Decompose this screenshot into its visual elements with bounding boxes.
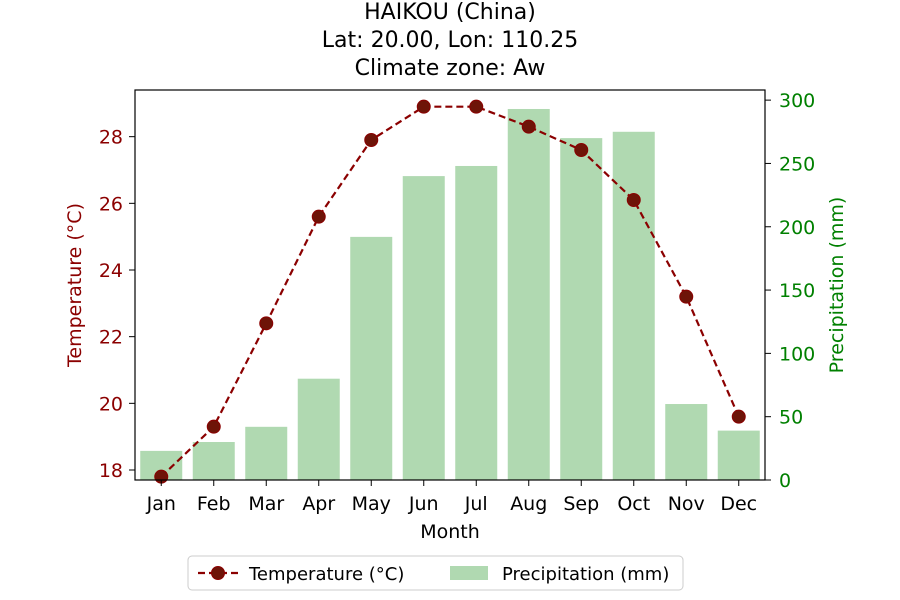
- precipitation-bar: [665, 404, 708, 480]
- x-axis-tick-label: Jan: [146, 493, 176, 515]
- x-axis-tick-label: Sep: [563, 493, 599, 515]
- precipitation-bar: [612, 131, 655, 481]
- right-axis-tick-label: 50: [779, 407, 803, 429]
- precipitation-bar: [717, 430, 760, 480]
- left-axis-tick-label: 26: [99, 193, 123, 215]
- temperature-point: [574, 143, 589, 157]
- plot-frame: [134, 89, 766, 481]
- x-axis-tick-label: Nov: [668, 493, 705, 515]
- x-axis-tick-label: Apr: [302, 493, 335, 515]
- temperature-point: [259, 316, 274, 331]
- precipitation-bar: [402, 176, 445, 481]
- temperature-point: [416, 99, 431, 114]
- x-axis-tick-label: Jun: [408, 493, 439, 515]
- right-axis-tick-label: 100: [779, 343, 815, 365]
- left-axis-tick-label: 20: [99, 393, 123, 415]
- x-axis-tick-label: May: [352, 493, 391, 515]
- temperature-point: [626, 193, 641, 207]
- x-axis-tick-label: Aug: [510, 493, 547, 515]
- right-axis-tick-label: 200: [779, 217, 815, 239]
- temperature-point: [521, 119, 536, 134]
- left-axis-tick-label: 24: [99, 260, 123, 282]
- legend-temperature-marker-swatch: [211, 566, 225, 580]
- precipitation-bar: [245, 426, 288, 480]
- temperature-line: [160, 105, 740, 478]
- x-axis-tick-label: Mar: [248, 493, 284, 515]
- left-axis-label: Temperature (°C): [64, 203, 86, 368]
- temperature-point: [679, 289, 694, 304]
- right-axis-tick-label: 250: [779, 153, 815, 175]
- chart-title-line-2: Lat: 20.00, Lon: 110.25: [321, 28, 579, 53]
- temperature-point: [731, 409, 746, 424]
- x-axis-tick-label: Jul: [464, 493, 488, 515]
- chart-title-line-3: Climate zone: Aw: [354, 56, 546, 81]
- precipitation-bar: [297, 378, 340, 480]
- x-axis-label: Month: [420, 521, 480, 543]
- precipitation-bar: [455, 165, 498, 480]
- temperature-point: [364, 133, 379, 147]
- x-axis-tick-label: Dec: [720, 493, 757, 515]
- temperature-point: [469, 99, 484, 114]
- legend-box: [187, 555, 684, 591]
- legend-temperature-label: Temperature (°C): [248, 564, 404, 585]
- x-axis-tick-label: Oct: [617, 493, 650, 515]
- right-axis-tick-label: 300: [779, 90, 815, 112]
- precipitation-bar: [192, 442, 235, 480]
- left-axis-tick-label: 18: [99, 460, 123, 482]
- x-axis-tick-label: Feb: [197, 493, 231, 515]
- left-axis-tick-label: 22: [99, 327, 123, 349]
- precipitation-bar: [560, 138, 603, 480]
- right-axis-label: Precipitation (mm): [826, 197, 848, 374]
- precipitation-bar: [507, 108, 550, 481]
- legend-precipitation-label: Precipitation (mm): [502, 564, 669, 585]
- temperature-point: [206, 419, 221, 434]
- left-axis-tick-label: 28: [99, 127, 123, 149]
- right-axis-tick-label: 0: [779, 470, 791, 492]
- precipitation-bar: [350, 236, 393, 480]
- chart-title-line-1: HAIKOU (China): [364, 0, 536, 25]
- right-axis-tick-label: 150: [779, 280, 815, 302]
- temperature-point: [311, 209, 326, 224]
- legend-precipitation-swatch: [450, 566, 488, 580]
